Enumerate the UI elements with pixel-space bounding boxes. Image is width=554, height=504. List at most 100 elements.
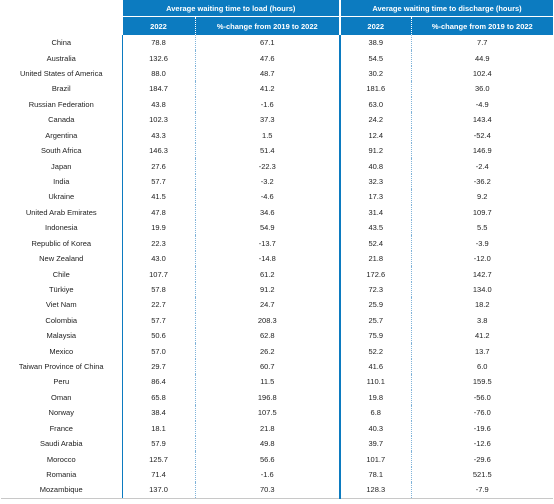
discharge-2022-cell: 181.6 (339, 81, 412, 97)
table-row: Indonesia 19.9 54.9 43.5 5.5 (1, 220, 554, 236)
country-cell: Romania (46, 470, 77, 480)
load-pct-cell: 60.7 (194, 358, 341, 375)
discharge-pct-cell: 3.8 (410, 312, 554, 329)
load-pct-cell: 67.1 (194, 35, 341, 51)
country-cell: Russian Federation (28, 99, 94, 109)
load-2022-cell: 38.4 (121, 405, 195, 421)
discharge-pct-cell: 102.4 (410, 65, 554, 82)
country-cell: Malaysia (46, 331, 77, 341)
load-pct-cell: 1.5 (194, 127, 341, 143)
discharge-pct-cell: 13.7 (410, 343, 554, 359)
table-row: Türkiye 57.8 91.2 72.3 134.0 (1, 281, 554, 298)
discharge-pct-cell: 9.2 (410, 189, 554, 205)
load-pct-cell: 54.9 (194, 220, 341, 236)
country-cell: Oman (51, 392, 72, 402)
load-2022-cell: 137.0 (121, 482, 195, 499)
country-cell: South Africa (41, 146, 82, 156)
country-cell: Mozambique (1, 482, 122, 499)
load-pct-cell: -22.3 (194, 158, 341, 174)
header-group-load: Average waiting time to load (hours) (121, 0, 341, 17)
discharge-pct-cell: 18.2 (410, 297, 554, 313)
country-cell: Indonesia (44, 223, 78, 233)
discharge-pct-cell: 44.9 (410, 50, 554, 66)
country-cell: Colombia (45, 315, 78, 325)
country-cell: New Zealand (39, 254, 84, 264)
table-row: Japan 27.6 -22.3 40.8 -2.4 (1, 158, 554, 174)
discharge-2022-cell: 52.4 (339, 235, 412, 251)
country-cell: India (53, 177, 70, 186)
discharge-2022-cell: 32.3 (339, 173, 412, 190)
load-pct-cell: -1.6 (194, 96, 341, 113)
discharge-pct-cell: -3.9 (410, 235, 554, 251)
discharge-2022-cell: 101.7 (339, 451, 412, 467)
discharge-pct-cell: -29.6 (410, 451, 554, 467)
load-2022-cell: 57.9 (121, 435, 195, 452)
discharge-pct-cell: 36.0 (410, 81, 554, 97)
load-2022-cell: 22.3 (121, 235, 195, 251)
discharge-2022-cell: 72.3 (339, 281, 412, 298)
load-2022-cell: 132.6 (121, 50, 195, 66)
load-pct-cell: 21.8 (194, 420, 341, 436)
load-2022-cell: 47.8 (121, 204, 195, 221)
load-2022-cell: 57.0 (121, 343, 195, 359)
discharge-pct-cell: -56.0 (410, 389, 554, 406)
discharge-pct-cell: 109.7 (410, 204, 554, 221)
discharge-2022-cell: 75.9 (339, 328, 412, 344)
load-pct-cell: 26.2 (194, 343, 341, 359)
discharge-2022-cell: 43.5 (339, 220, 412, 236)
load-2022-cell: 107.7 (121, 266, 195, 282)
load-2022-cell: 146.3 (121, 142, 195, 159)
table-row: Taiwan Province of China 29.7 60.7 41.6 6.0 (1, 358, 554, 375)
load-2022-cell: 86.4 (121, 374, 195, 390)
load-2022-cell: 88.0 (121, 65, 195, 82)
discharge-2022-cell: 54.5 (339, 50, 412, 66)
load-pct-cell: 70.3 (194, 482, 341, 499)
discharge-pct-cell: 142.7 (410, 266, 554, 282)
discharge-2022-cell: 110.1 (339, 374, 412, 390)
discharge-pct-cell: -7.9 (410, 482, 554, 499)
load-2022-cell: 27.6 (121, 158, 195, 174)
discharge-pct-cell: 521.5 (410, 466, 554, 483)
load-2022-cell: 57.8 (121, 281, 195, 298)
discharge-2022-cell: 25.7 (339, 312, 412, 329)
load-2022-cell: 43.0 (121, 250, 195, 267)
country-cell: Mexico (49, 346, 74, 356)
table-row: United Arab Emirates 47.8 34.6 31.4 109.7 (1, 204, 554, 221)
load-pct-cell: -1.6 (194, 466, 341, 483)
discharge-2022-cell: 24.2 (339, 112, 412, 128)
country-cell: United States of America (19, 69, 103, 79)
country-cell: Chile (52, 269, 70, 279)
table-row: Canada 102.3 37.3 24.2 143.4 (1, 112, 554, 128)
header-discharge-year: 2022 (339, 16, 412, 35)
discharge-pct-cell: 41.2 (410, 328, 554, 344)
load-pct-cell: 24.7 (194, 297, 341, 313)
country-cell: Argentina (45, 130, 78, 140)
discharge-pct-cell: 6.0 (410, 358, 554, 375)
table-header: Average waiting time to load (hours) Ave… (1, 0, 554, 35)
country-cell: Ukraine (48, 192, 75, 202)
load-2022-cell: 57.7 (121, 312, 195, 329)
discharge-pct-cell: -52.4 (410, 127, 554, 143)
load-pct-cell: 61.2 (194, 266, 341, 282)
table-row: Mozambique 137.0 70.3 128.3 -7.9 (1, 482, 554, 499)
country-cell: Norway (48, 408, 74, 418)
header-blank (1, 0, 122, 17)
load-pct-cell: 208.3 (194, 312, 341, 329)
table-row: Saudi Arabia 57.9 49.8 39.7 -12.6 (1, 435, 554, 452)
discharge-2022-cell: 63.0 (339, 96, 412, 113)
discharge-2022-cell: 40.8 (339, 158, 412, 174)
header-blank-sub (1, 16, 122, 35)
discharge-2022-cell: 21.8 (339, 250, 412, 267)
table-row: Ukraine 41.5 -4.6 17.3 9.2 (1, 189, 554, 205)
table-row: Morocco 125.7 56.6 101.7 -29.6 (1, 451, 554, 467)
table-row: India 57.7 -3.2 32.3 -36.2 (1, 173, 554, 190)
discharge-pct-cell: -19.6 (410, 420, 554, 436)
discharge-pct-cell: 134.0 (410, 281, 554, 298)
load-pct-cell: -3.2 (194, 173, 341, 190)
country-cell: Türkiye (48, 284, 74, 294)
discharge-2022-cell: 31.4 (339, 204, 412, 221)
load-2022-cell: 19.9 (121, 220, 195, 236)
table-row: France 18.1 21.8 40.3 -19.6 (1, 420, 554, 436)
table-row: South Africa 146.3 51.4 91.2 146.9 (1, 142, 554, 159)
